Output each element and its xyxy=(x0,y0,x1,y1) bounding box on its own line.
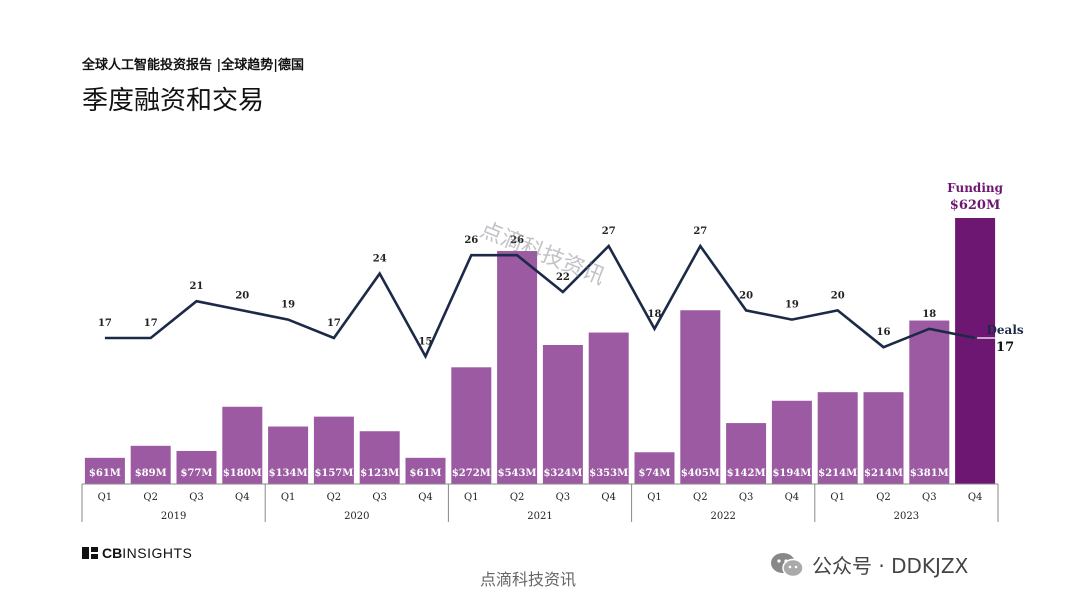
deals-line xyxy=(104,243,976,360)
funding-bar xyxy=(726,423,767,484)
quarter-tick-label: Q4 xyxy=(785,492,800,503)
quarter-tick-label: Q3 xyxy=(739,492,754,503)
report-subtitle: 全球人工智能投资报告 |全球趋势|德国 xyxy=(82,58,304,73)
funding-value-label: $324M xyxy=(543,468,582,479)
funding-value-label: $61M xyxy=(410,468,442,479)
last-funding-label: Funding xyxy=(947,181,1003,195)
quarter-tick-label: Q3 xyxy=(372,492,387,503)
quarter-tick-label: Q4 xyxy=(235,492,250,503)
quarter-tick-label: Q4 xyxy=(601,492,616,503)
funding-bar xyxy=(680,310,721,484)
deals-value-label: 18 xyxy=(648,309,662,320)
deals-value-label: 20 xyxy=(831,290,845,301)
wechat-icon xyxy=(771,552,804,577)
funding-bar xyxy=(542,344,583,484)
funding-bar xyxy=(313,416,354,484)
funding-bar xyxy=(84,457,125,484)
quarter-tick-label: Q2 xyxy=(143,492,158,503)
year-tick-label: 2021 xyxy=(527,511,552,522)
quarter-tick-label: Q1 xyxy=(98,492,113,503)
funding-value-label: $89M xyxy=(135,468,167,479)
funding-bar xyxy=(130,445,171,484)
wechat-account-label: 公众号 · DDKJZX xyxy=(812,554,969,578)
year-tick-label: 2023 xyxy=(894,511,919,522)
quarter-tick-label: Q4 xyxy=(418,492,433,503)
funding-value-label: $74M xyxy=(639,468,671,479)
deals-value-label: 16 xyxy=(877,327,891,338)
deals-value-label: 15 xyxy=(419,336,433,347)
brand-rest: INSIGHTS xyxy=(122,545,193,561)
quarter-tick-label: Q2 xyxy=(876,492,891,503)
deals-value-label: 17 xyxy=(327,318,341,329)
deals-value-label: 27 xyxy=(602,226,616,237)
funding-value-label: $405M xyxy=(681,468,720,479)
page-title: 季度融资和交易 xyxy=(82,86,265,116)
funding-bar xyxy=(588,332,629,484)
funding-value-label: $543M xyxy=(498,468,537,479)
funding-value-label: $214M xyxy=(864,468,903,479)
deals-value-label: 19 xyxy=(281,300,295,311)
quarter-tick-label: Q3 xyxy=(922,492,937,503)
funding-value-label: $123M xyxy=(360,468,399,479)
deals-value-label: 26 xyxy=(510,235,524,246)
quarter-tick-label: Q4 xyxy=(968,492,983,503)
funding-bar xyxy=(451,367,492,484)
deals-value-label: 24 xyxy=(373,254,387,265)
quarter-tick-label: Q1 xyxy=(647,492,662,503)
funding-value-label: $77M xyxy=(181,468,213,479)
cbinsights-logo-icon xyxy=(82,547,98,559)
deals-value-label: 17 xyxy=(98,318,112,329)
year-tick-label: 2020 xyxy=(344,511,369,522)
year-tick-label: 2019 xyxy=(161,511,186,522)
deals-value-label: 20 xyxy=(739,290,753,301)
funding-bar xyxy=(497,251,538,484)
funding-bar xyxy=(817,392,858,484)
funding-value-label: $180M xyxy=(223,468,262,479)
deals-value-label: 17 xyxy=(144,318,158,329)
funding-bar xyxy=(634,452,675,484)
funding-value-label: $353M xyxy=(589,468,628,479)
funding-bar xyxy=(268,426,309,484)
deals-value-label: 19 xyxy=(785,300,799,311)
quarter-tick-label: Q1 xyxy=(464,492,479,503)
quarter-tick-label: Q2 xyxy=(693,492,708,503)
funding-value-label: $194M xyxy=(772,468,811,479)
funding-value-label: $272M xyxy=(452,468,491,479)
quarter-tick-label: Q1 xyxy=(281,492,296,503)
funding-bar xyxy=(771,400,812,484)
quarter-tick-label: Q2 xyxy=(327,492,342,503)
funding-bar xyxy=(176,450,217,484)
funding-bar xyxy=(405,457,446,484)
year-tick-label: 2022 xyxy=(710,511,735,522)
last-deals-value: 17 xyxy=(996,340,1014,355)
quarter-tick-label: Q1 xyxy=(830,492,845,503)
funding-bar xyxy=(955,218,996,484)
deals-value-label: 20 xyxy=(235,290,249,301)
funding-value-label: $157M xyxy=(314,468,353,479)
wechat-account: 公众号 · DDKJZX xyxy=(770,550,968,579)
funding-value-label: $134M xyxy=(269,468,308,479)
last-funding-value: $620M xyxy=(950,198,1001,213)
last-deals-label: Deals xyxy=(987,323,1024,337)
deals-value-label: 27 xyxy=(693,226,707,237)
brand-bold: CB xyxy=(102,545,123,561)
cbinsights-logo: CBINSIGHTS xyxy=(82,545,192,561)
deals-value-label: 18 xyxy=(922,309,936,320)
funding-value-label: $214M xyxy=(818,468,857,479)
funding-bar xyxy=(359,431,400,484)
deals-value-label: 21 xyxy=(190,281,204,292)
funding-bar xyxy=(863,392,904,484)
quarter-tick-label: Q2 xyxy=(510,492,525,503)
watermark-center: 点滴科技资讯 xyxy=(480,570,577,589)
funding-value-label: $61M xyxy=(89,468,121,479)
funding-value-label: $142M xyxy=(727,468,766,479)
funding-value-label: $381M xyxy=(910,468,949,479)
deals-value-label: 26 xyxy=(464,235,478,246)
deals-value-label: 22 xyxy=(556,272,570,283)
funding-bar xyxy=(222,406,263,484)
funding-bar xyxy=(909,320,950,484)
quarter-tick-label: Q3 xyxy=(189,492,204,503)
quarter-tick-label: Q3 xyxy=(556,492,571,503)
